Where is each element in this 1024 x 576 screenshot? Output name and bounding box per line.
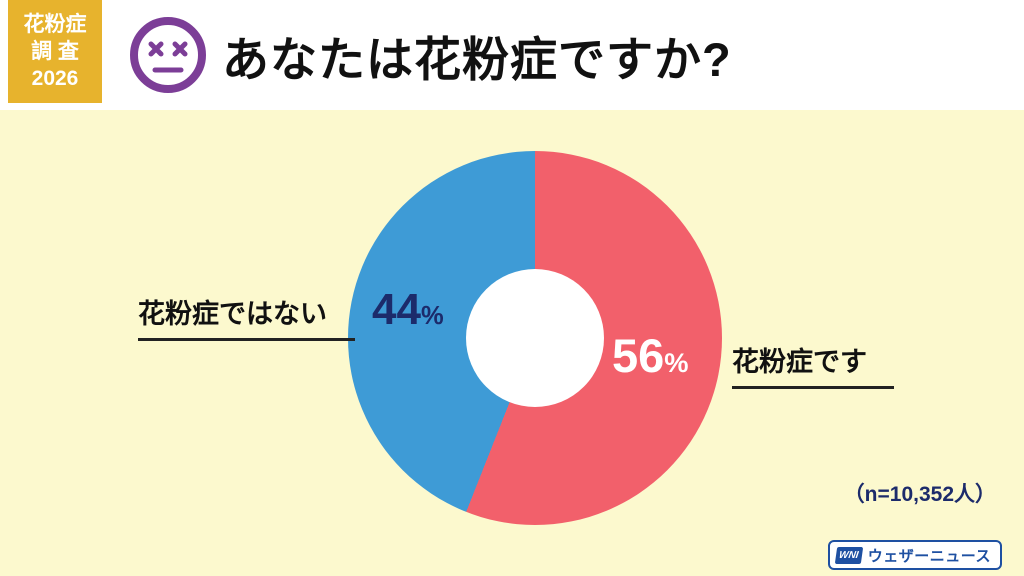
- red-slice-value: 56%: [612, 328, 689, 383]
- weathernews-logo-text: ウェザーニュース: [867, 547, 991, 565]
- blue-slice-value: 44%: [372, 285, 444, 335]
- label-no-hayfever: 花粉症ではない: [138, 292, 355, 341]
- weathernews-logo: WNI ウェザーニュース: [828, 540, 1002, 570]
- dizzy-face-icon: [130, 17, 206, 93]
- wni-logo-mark-icon: WNI: [835, 546, 864, 564]
- blue-slice-percent-sign: %: [420, 302, 444, 330]
- survey-badge: 花粉症 調 査 2026: [8, 0, 102, 103]
- blue-slice-number: 44: [372, 285, 421, 334]
- donut-chart: [348, 151, 722, 525]
- chart-area: 44% 56% 花粉症ではない 花粉症です （n=10,352人） WNI ウェ…: [0, 110, 1024, 576]
- badge-line-1: 花粉症: [23, 12, 87, 36]
- badge-line-2: 調 査: [31, 39, 79, 63]
- page-title: あなたは花粉症ですか?: [222, 32, 732, 86]
- badge-line-3: 2026: [31, 67, 79, 91]
- header: 花粉症 調 査 2026 あなたは花粉症ですか?: [0, 0, 1024, 110]
- red-slice-number: 56: [612, 329, 665, 382]
- title-row: あなたは花粉症ですか?: [128, 12, 732, 98]
- sample-size: （n=10,352人）: [843, 483, 996, 506]
- label-hayfever: 花粉症です: [732, 340, 894, 389]
- red-slice-percent-sign: %: [664, 347, 689, 378]
- donut-hole: [466, 269, 604, 407]
